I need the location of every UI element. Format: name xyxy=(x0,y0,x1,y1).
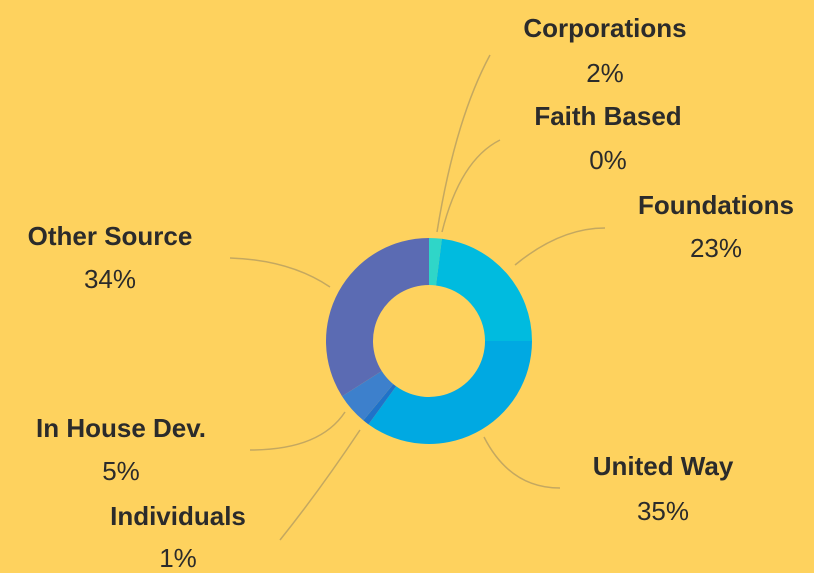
leader-line xyxy=(229,257,331,288)
slice-value: 34% xyxy=(84,264,136,294)
slice-value: 5% xyxy=(102,456,140,486)
slice-value: 0% xyxy=(589,145,627,175)
leader-line xyxy=(279,429,361,541)
slice-name: Other Source xyxy=(28,221,193,251)
slice-value: 23% xyxy=(690,233,742,263)
slice-name: In House Dev. xyxy=(36,413,206,443)
slice xyxy=(326,238,429,397)
leader-line xyxy=(249,411,346,451)
leader-line xyxy=(441,139,501,233)
leader-line xyxy=(483,436,561,489)
slice xyxy=(436,238,532,341)
leader-lines xyxy=(229,54,606,541)
slice-value: 2% xyxy=(586,58,624,88)
leader-line xyxy=(514,227,606,266)
slice-name: Foundations xyxy=(638,190,794,220)
leader-line xyxy=(436,54,491,233)
slice-value: 35% xyxy=(637,496,689,526)
slice-value: 1% xyxy=(159,543,197,573)
slice xyxy=(342,371,394,421)
slice xyxy=(363,384,397,425)
slice-name: United Way xyxy=(593,451,734,481)
slice-name: Corporations xyxy=(523,13,686,43)
slice-name: Faith Based xyxy=(534,101,681,131)
slice xyxy=(429,238,442,286)
slice xyxy=(368,341,532,444)
slice-name: Individuals xyxy=(110,501,246,531)
